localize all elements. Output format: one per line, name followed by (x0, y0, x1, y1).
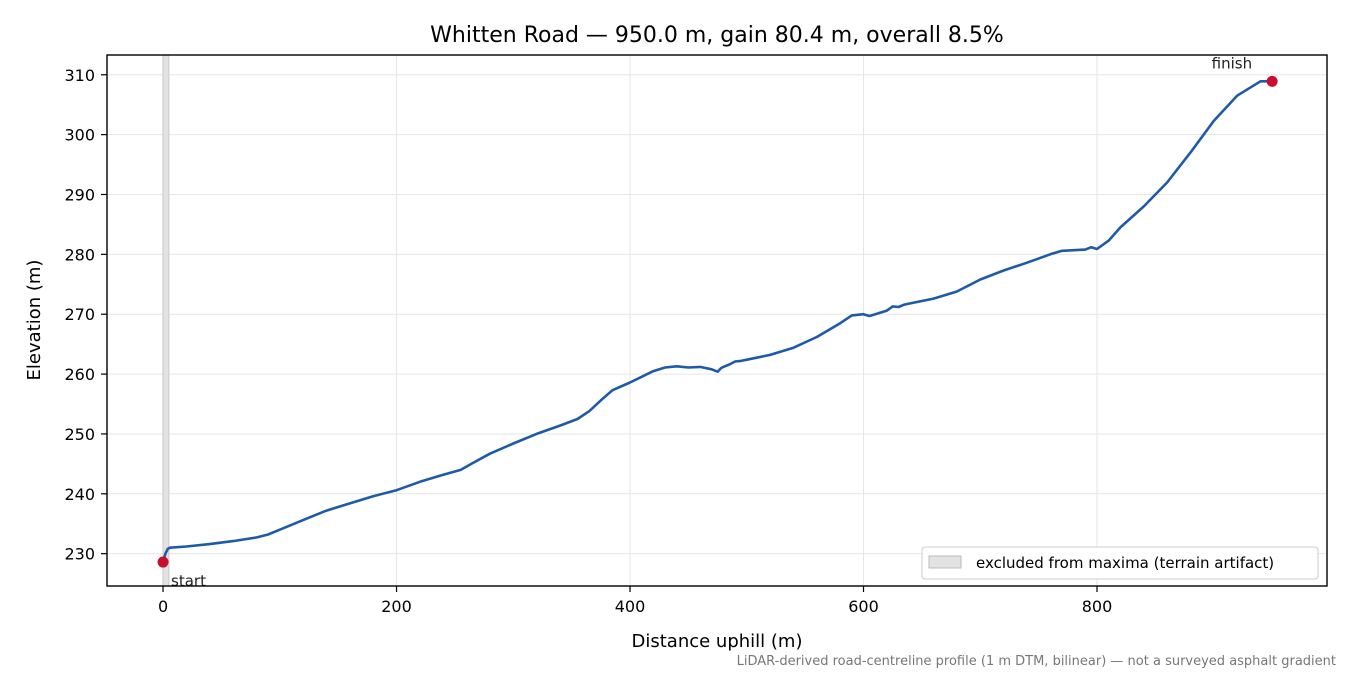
legend: excluded from maxima (terrain artifact) (921, 546, 1319, 580)
y-tick-label: 280 (64, 245, 95, 264)
axis-ticks: 0 200 400 600 800 230 240 250 260 270 280 290 300 310 (64, 66, 1112, 616)
y-tick-label: 260 (64, 365, 95, 384)
y-tick-label: 310 (64, 66, 95, 85)
x-tick-label: 800 (1082, 597, 1113, 616)
excluded-band-layer (162, 54, 170, 587)
series-layer (161, 80, 1274, 564)
elevation-line (161, 80, 1274, 564)
start-label: start (171, 572, 206, 590)
finish-label: finish (1212, 54, 1252, 72)
excluded-band (162, 54, 170, 587)
footnote: LiDAR-derived road-centreline profile (1… (737, 654, 1336, 669)
finish-marker (1266, 75, 1278, 87)
x-tick-label: 600 (848, 597, 879, 616)
grid-lines (107, 55, 1327, 586)
y-tick-label: 270 (64, 305, 95, 324)
y-tick-label: 230 (64, 545, 95, 564)
y-tick-label: 240 (64, 485, 95, 504)
y-tick-label: 250 (64, 425, 95, 444)
y-tick-label: 300 (64, 126, 95, 145)
y-tick-label: 290 (64, 185, 95, 204)
y-axis-title: Elevation (m) (24, 260, 45, 381)
x-tick-label: 200 (381, 597, 412, 616)
legend-label: excluded from maxima (terrain artifact) (976, 554, 1274, 572)
x-tick-label: 400 (615, 597, 646, 616)
chart-title: Whitten Road — 950.0 m, gain 80.4 m, ove… (430, 23, 1004, 48)
legend-swatch (928, 555, 962, 569)
plot-frame (106, 54, 1328, 587)
x-tick-label: 0 (158, 597, 168, 616)
legend-box (921, 546, 1319, 580)
x-axis-title: Distance uphill (m) (632, 631, 803, 652)
start-marker (157, 556, 169, 568)
